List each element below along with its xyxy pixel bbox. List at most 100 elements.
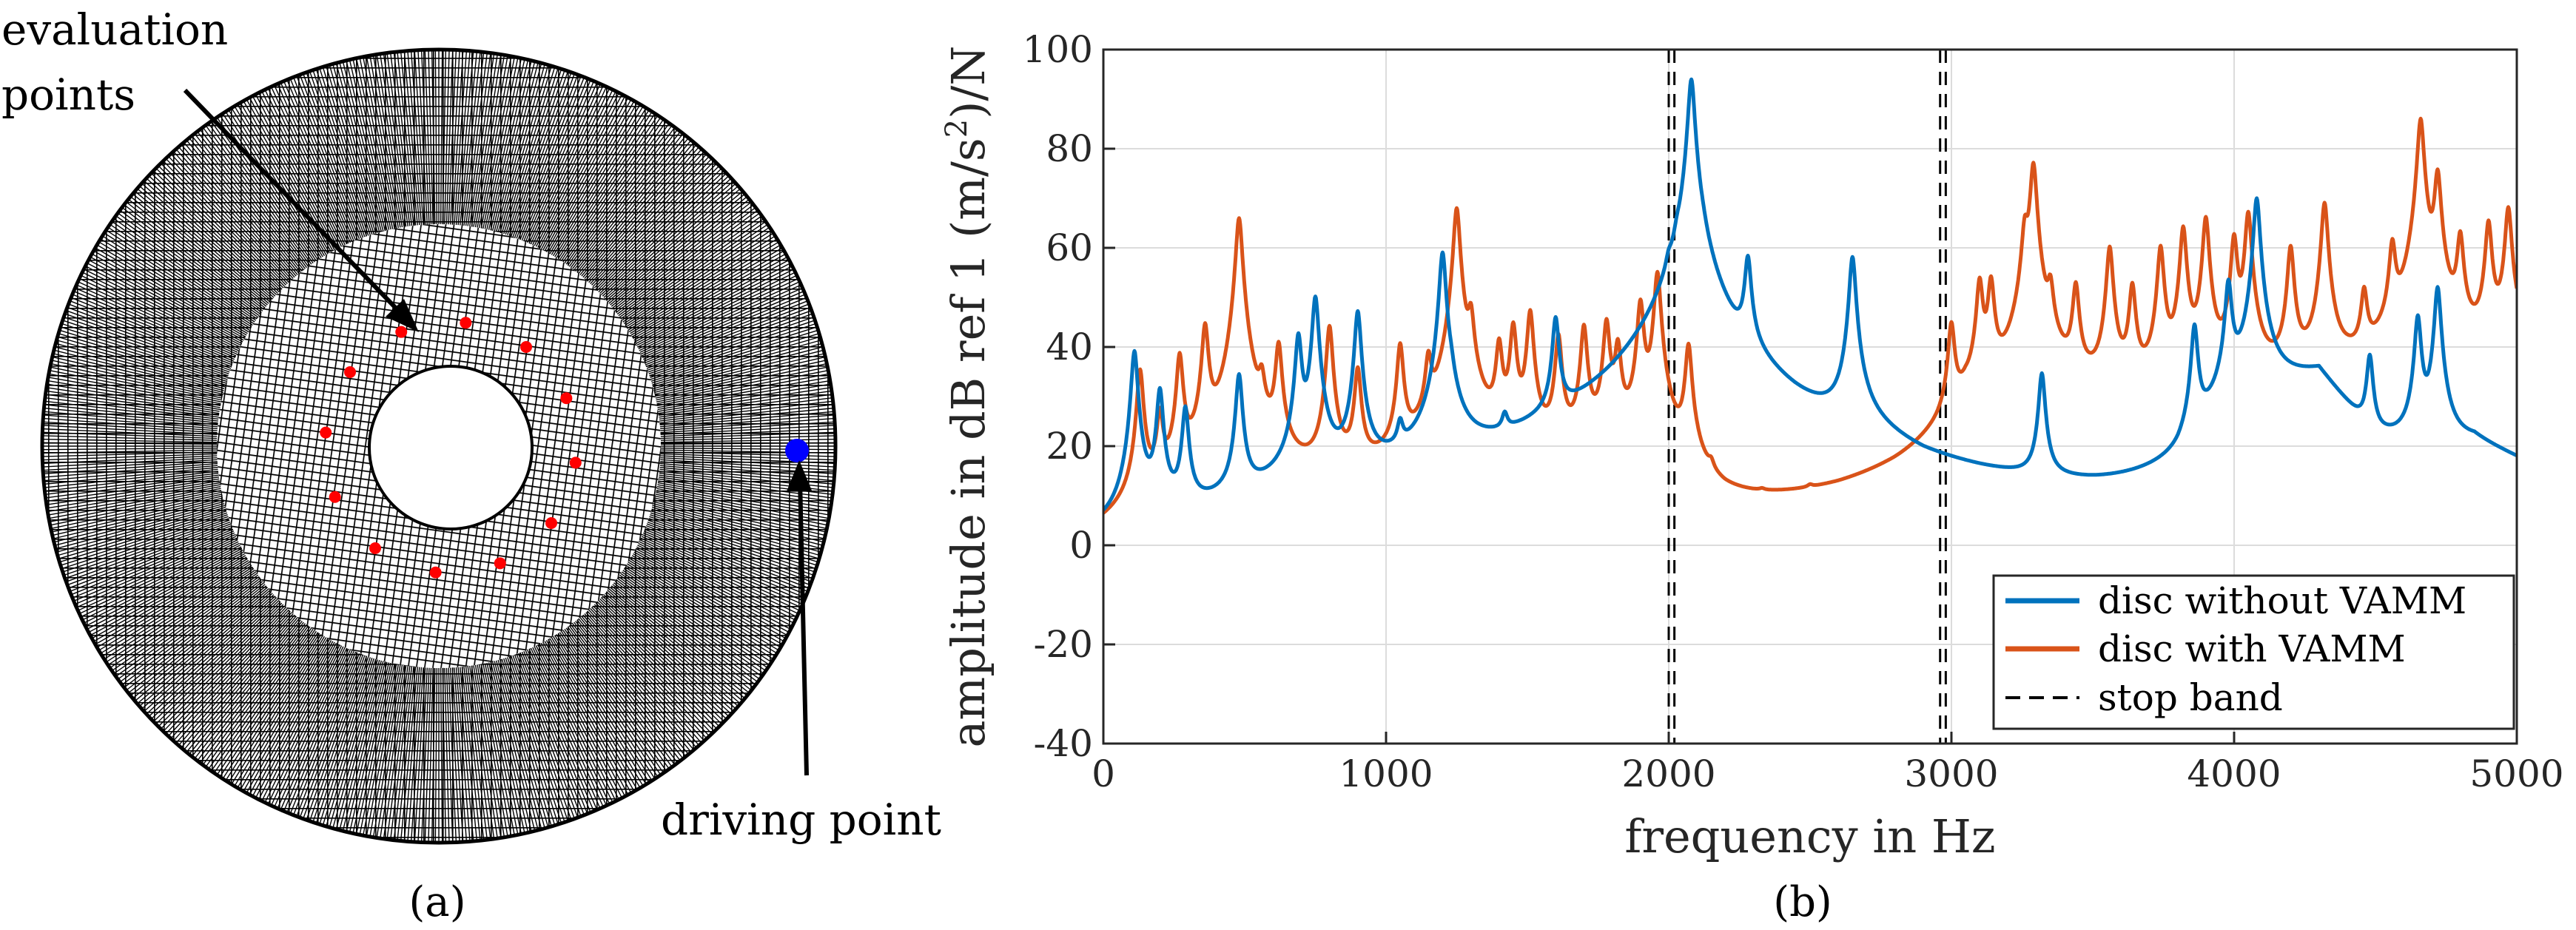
legend-label-stop-band: stop band — [2098, 676, 2283, 719]
mesh-radial-line — [352, 58, 391, 230]
mesh-radial-line — [110, 223, 255, 323]
mesh-radial-line — [516, 653, 579, 818]
mesh-radial-line — [57, 507, 226, 556]
mesh-radial-line — [639, 539, 799, 615]
mesh-radial-line — [512, 72, 572, 237]
evaluation-point — [520, 341, 533, 354]
mesh-radial-line — [312, 70, 369, 236]
mesh-radial-line — [630, 556, 783, 645]
mesh-radial-line — [202, 624, 308, 766]
mesh-radial-line — [115, 215, 259, 318]
mesh-radial-line — [598, 599, 725, 722]
mesh-radial-line — [130, 585, 267, 696]
mesh-radial-line — [591, 607, 713, 735]
mesh-radial-line — [469, 665, 495, 839]
mesh-radial-line — [410, 50, 424, 225]
mesh-radial-line — [261, 644, 340, 801]
mesh-radial-line — [655, 493, 827, 533]
mesh-radial-line — [648, 316, 815, 374]
mesh-radial-line — [495, 63, 542, 232]
mesh-radial-line — [231, 635, 323, 785]
mesh-radial-line — [660, 417, 835, 431]
mesh-radial-line — [620, 573, 764, 675]
mesh-radial-line — [380, 665, 407, 839]
mesh-radial-line — [292, 652, 358, 815]
mesh-radial-line — [274, 647, 348, 808]
mesh-radial-line — [519, 77, 585, 240]
mesh-radial-line — [619, 215, 762, 318]
mesh-radial-line — [544, 641, 629, 795]
mesh-radial-line — [539, 92, 619, 249]
mesh-radial-line — [585, 612, 702, 744]
frf-chart: 0 1000 2000 3000 4000 5000 -40 -20 0 20 40 60 80 100… — [940, 28, 2564, 863]
mesh-radial-line — [584, 613, 700, 746]
mesh-radial-line — [296, 653, 360, 817]
mesh-radial-line — [274, 84, 348, 245]
mesh-radial-line — [98, 559, 249, 651]
mesh-radial-line — [167, 155, 288, 285]
mesh-radial-line — [42, 425, 218, 435]
mesh-radial-line — [457, 50, 474, 226]
evaluation-point — [545, 517, 557, 530]
mesh-radial-line — [659, 394, 833, 418]
mesh-radial-line — [141, 593, 273, 710]
mesh-radial-line — [633, 256, 788, 341]
mesh-radial-line — [571, 129, 679, 269]
mesh-radial-line — [440, 50, 443, 225]
mesh-radial-line — [126, 582, 265, 691]
mesh-radial-line — [213, 628, 314, 774]
mesh-radial-line — [42, 453, 218, 461]
mesh-radial-line — [581, 141, 695, 277]
mesh-radial-line — [486, 662, 525, 834]
mesh-radial-line — [658, 476, 832, 502]
mesh-radial-line — [455, 50, 471, 225]
mesh-radial-line — [44, 404, 218, 424]
mesh-radial-line — [653, 349, 824, 394]
mesh-radial-line — [261, 91, 340, 248]
mesh-radial-line — [460, 667, 478, 841]
mesh-radial-line — [70, 297, 234, 364]
mesh-radial-line — [467, 666, 491, 840]
mesh-radial-line — [100, 562, 250, 654]
mesh-radial-line — [91, 253, 245, 340]
mesh-radial-line — [359, 57, 395, 229]
mesh-radial-line — [417, 50, 428, 225]
mesh-radial-line — [59, 329, 227, 382]
mesh-radial-line — [660, 459, 835, 471]
mesh-radial-line — [50, 491, 222, 530]
mesh-radial-line — [167, 607, 288, 737]
mesh-radial-line — [132, 193, 268, 306]
mesh-radial-line — [616, 579, 756, 686]
mesh-radial-line — [657, 380, 830, 411]
mesh-radial-line — [628, 241, 779, 333]
mesh-radial-line — [81, 542, 240, 621]
mesh-radial-line — [656, 370, 829, 405]
mesh-radial-line — [252, 95, 335, 251]
evaluation-point — [494, 557, 506, 570]
mesh-radial-line — [582, 144, 697, 278]
mesh-radial-line — [657, 377, 830, 408]
mesh-radial-line — [660, 431, 835, 439]
mesh-radial-line — [559, 113, 656, 260]
mesh-radial-line — [644, 528, 807, 596]
mesh-radial-line — [42, 442, 218, 445]
mesh-radial-line — [346, 661, 388, 832]
mesh-radial-line — [49, 370, 221, 405]
mesh-radial-line — [638, 272, 796, 350]
mesh-radial-line — [91, 553, 245, 639]
mesh-radial-line — [653, 499, 824, 543]
mesh-radial-line — [613, 582, 752, 691]
mesh-radial-line — [649, 516, 815, 573]
mesh-radial-line — [172, 610, 291, 741]
disc-center-hole — [368, 365, 534, 530]
mesh-radial-line — [414, 667, 426, 843]
mesh-radial-line — [600, 175, 730, 295]
mesh-radial-line — [77, 281, 238, 355]
mesh-radial-line — [199, 623, 306, 764]
mesh-radial-line — [643, 530, 806, 599]
mesh-radial-line — [584, 146, 700, 280]
mesh-radial-line — [240, 638, 329, 790]
mesh-radial-line — [64, 313, 230, 373]
mesh-radial-line — [47, 383, 220, 412]
mesh-radial-line — [165, 158, 287, 286]
